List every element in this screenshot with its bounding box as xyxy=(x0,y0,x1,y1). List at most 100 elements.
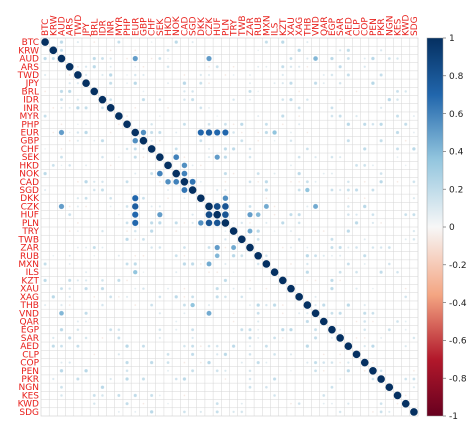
correlation-cell xyxy=(297,188,301,192)
correlation-cell xyxy=(182,262,187,266)
correlation-cell xyxy=(76,196,80,200)
correlation-cell xyxy=(76,328,80,332)
row-label: AUD xyxy=(19,55,39,65)
row-label: PLN xyxy=(22,219,39,229)
correlation-cell xyxy=(166,65,170,69)
row-label: CLP xyxy=(22,350,39,360)
correlation-cell xyxy=(248,344,252,348)
correlation-cell xyxy=(109,295,113,299)
correlation-cell xyxy=(59,368,64,373)
correlation-cell xyxy=(281,304,284,307)
correlation-cell xyxy=(363,65,367,69)
column-label: ARS xyxy=(66,18,76,36)
correlation-cell xyxy=(363,320,367,323)
correlation-cell xyxy=(84,286,88,291)
correlation-cell xyxy=(76,131,80,134)
correlation-cell xyxy=(330,361,334,365)
correlation-cell xyxy=(363,197,366,200)
correlation-cell xyxy=(166,82,170,85)
correlation-cell xyxy=(58,203,65,210)
correlation-cell xyxy=(257,114,260,118)
colorbar-tick-label: 0.2 xyxy=(449,185,463,195)
correlation-cell xyxy=(59,286,64,291)
correlation-cell xyxy=(175,230,178,233)
correlation-cell xyxy=(306,65,309,68)
column-label: INR xyxy=(107,20,117,36)
correlation-cell xyxy=(109,49,112,52)
correlation-cell xyxy=(223,155,228,159)
correlation-cell xyxy=(262,260,271,268)
correlation-cell xyxy=(363,163,367,167)
correlation-cell xyxy=(346,73,351,77)
correlation-cell xyxy=(363,262,366,266)
correlation-cell xyxy=(166,352,170,356)
correlation-cell xyxy=(387,56,391,61)
correlation-cell xyxy=(265,197,268,200)
correlation-cell xyxy=(412,229,416,233)
correlation-cell xyxy=(412,385,416,389)
correlation-cell xyxy=(147,145,156,153)
correlation-cell xyxy=(139,136,148,145)
column-label: IDR xyxy=(98,20,108,36)
correlation-cell xyxy=(395,130,400,135)
correlation-cell xyxy=(273,172,276,175)
correlation-cell xyxy=(207,155,211,159)
correlation-cell xyxy=(388,410,391,414)
correlation-cell xyxy=(100,278,104,282)
correlation-cell xyxy=(232,65,235,68)
correlation-cell xyxy=(280,40,285,44)
correlation-cell xyxy=(264,385,268,389)
correlation-cell xyxy=(313,56,319,62)
correlation-cell xyxy=(305,98,309,102)
correlation-cell xyxy=(369,367,377,375)
correlation-cell xyxy=(215,344,219,348)
correlation-cell xyxy=(60,147,63,150)
row-label: HKD xyxy=(19,161,39,171)
row-label: GBP xyxy=(20,137,39,147)
correlation-cell xyxy=(141,377,146,381)
row-label: SGD xyxy=(19,186,39,196)
correlation-cell xyxy=(379,410,383,414)
correlation-cell xyxy=(281,123,284,126)
correlation-cell xyxy=(166,369,170,372)
correlation-cell xyxy=(101,73,104,77)
correlation-cell xyxy=(60,164,63,167)
correlation-cell xyxy=(59,155,64,159)
correlation-cell xyxy=(125,344,129,349)
correlation-cell xyxy=(346,368,351,373)
correlation-cell xyxy=(207,344,211,348)
correlation-cell xyxy=(173,178,180,185)
correlation-cell xyxy=(355,270,359,274)
correlation-cell xyxy=(246,243,254,252)
correlation-cell xyxy=(280,221,285,225)
correlation-cell xyxy=(182,81,187,86)
correlation-cell xyxy=(264,179,269,184)
correlation-cell xyxy=(377,375,385,383)
correlation-cell xyxy=(199,73,203,77)
correlation-cell xyxy=(265,287,268,290)
correlation-cell xyxy=(248,221,252,224)
column-label: SGD xyxy=(189,16,199,36)
correlation-cell xyxy=(173,154,180,161)
correlation-cell xyxy=(101,180,104,184)
correlation-cell xyxy=(306,262,309,266)
correlation-cell xyxy=(133,81,138,86)
correlation-cell xyxy=(247,228,253,234)
row-label: SEK xyxy=(22,153,40,163)
correlation-cell xyxy=(240,139,244,143)
correlation-cell xyxy=(68,81,72,85)
correlation-cell xyxy=(339,328,342,331)
correlation-cell xyxy=(126,279,129,282)
column-label: ZAR xyxy=(246,17,256,36)
correlation-cell xyxy=(322,73,325,77)
correlation-cell xyxy=(346,122,351,127)
correlation-cell xyxy=(223,278,228,283)
correlation-cell xyxy=(240,131,243,134)
correlation-cell xyxy=(183,90,186,93)
correlation-cell xyxy=(297,237,301,241)
correlation-cell xyxy=(90,87,99,96)
correlation-cells xyxy=(41,38,418,416)
correlation-cell xyxy=(142,65,145,68)
correlation-cell xyxy=(126,230,129,233)
